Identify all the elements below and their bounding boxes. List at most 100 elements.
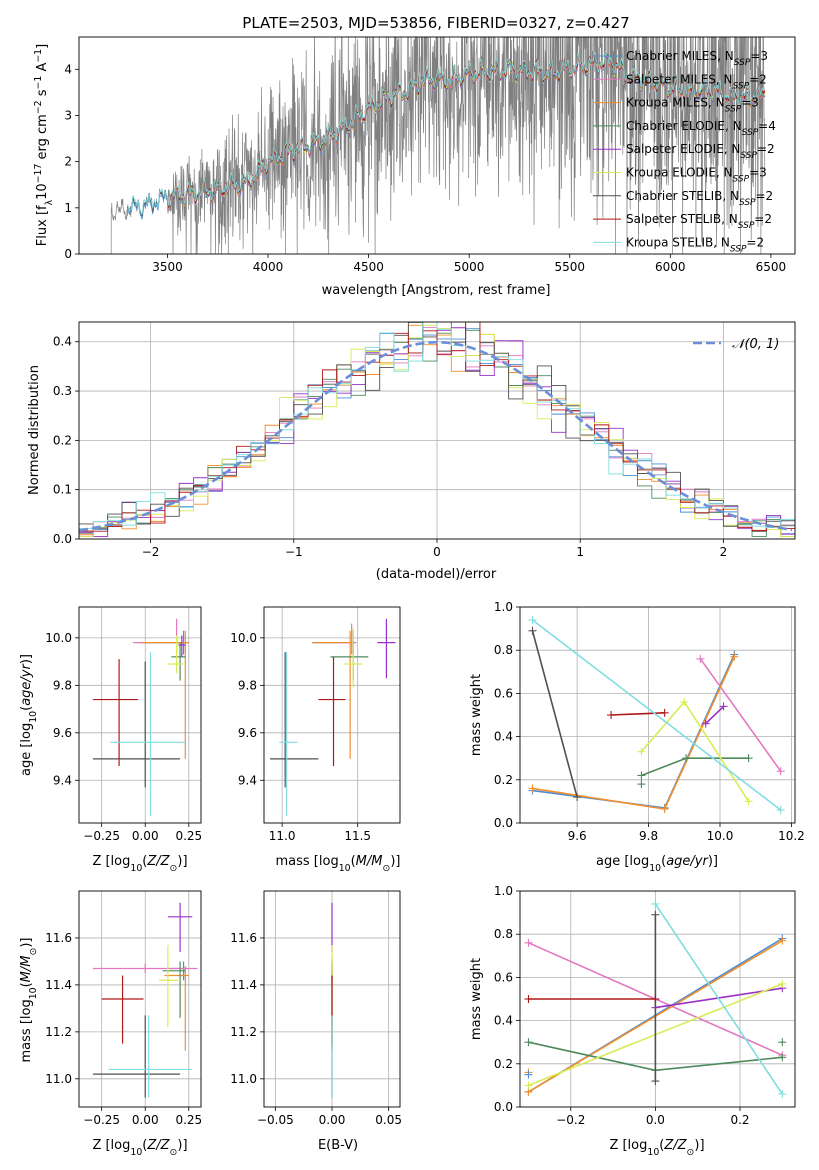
y-tick-label: 0.2 xyxy=(494,1057,513,1071)
y-tick-label: 0.0 xyxy=(494,1100,513,1114)
label-part: age/yr xyxy=(666,854,709,869)
y-tick-label: 9.8 xyxy=(238,678,257,692)
x-tick-label: 4000 xyxy=(253,260,284,274)
y-tick-label: 1.0 xyxy=(494,884,513,898)
y-tick-label: 0 xyxy=(64,247,72,261)
label-part: )] xyxy=(708,854,718,869)
spectrum-data-line xyxy=(110,37,766,254)
label-part: 10 xyxy=(130,1147,142,1158)
x-tick-label: 0.00 xyxy=(319,1113,346,1127)
x-tick-label: −2 xyxy=(142,545,160,559)
y-tick-label: 11.2 xyxy=(230,1025,257,1039)
axes-frame xyxy=(519,890,796,1108)
label-part: Z/Z xyxy=(146,854,170,869)
label-part: 10 xyxy=(28,711,39,723)
legend-label: Chabrier MILES, NSSP=3 xyxy=(626,49,768,68)
y-axis-label: Flux [fλ10−17 erg cm−2 s−1 A−1] xyxy=(33,44,55,246)
x-tick-label: 2 xyxy=(720,545,728,559)
plot-area xyxy=(79,322,795,539)
x-tick-label: −0.2 xyxy=(556,1113,585,1127)
plot-area xyxy=(110,37,766,254)
x-tick-label: −0.25 xyxy=(83,829,120,843)
weight-line-4 xyxy=(705,705,725,725)
x-tick-label: 0 xyxy=(433,545,441,559)
label-part: 10 xyxy=(339,863,351,874)
y-tick-label: 0.4 xyxy=(494,730,513,744)
label-part: )] xyxy=(177,1138,187,1153)
legend-label: Kroupa STELIB, NSSP=2 xyxy=(626,235,764,254)
y-tick-label: 0.4 xyxy=(53,335,72,349)
legend-sub: SSP xyxy=(734,58,751,68)
chart-title: PLATE=2503, MJD=53856, FIBERID=0327, z=0… xyxy=(242,14,629,32)
label-part: −1 xyxy=(33,76,44,90)
y-tick-label: 4 xyxy=(64,62,72,76)
y-tick-label: 11.4 xyxy=(45,978,72,992)
legend-label: Kroupa MILES, NSSP=3 xyxy=(626,96,759,115)
y-tick-label: 11.0 xyxy=(230,1072,257,1086)
y-tick-label: 11.2 xyxy=(45,1025,72,1039)
label-part: M/M xyxy=(356,854,383,869)
x-tick-label: 0.00 xyxy=(132,1113,159,1127)
legend-sub: SSP xyxy=(733,81,750,91)
y-tick-label: 10.0 xyxy=(230,631,257,645)
label-part: )] xyxy=(19,938,34,948)
label-part: )] xyxy=(177,854,187,869)
y-tick-label: 0.4 xyxy=(494,1014,513,1028)
label-part: 10 xyxy=(28,987,39,999)
legend-count: =2 xyxy=(746,235,764,249)
label-part: s xyxy=(35,89,50,100)
label-part: ( xyxy=(351,854,356,869)
Z-weight-chart: −0.2 0.0 0.2 0.0 0.2 0.4 0.6 0.8 1.0 mass weight Z… xyxy=(469,884,796,1158)
label-part: )] xyxy=(19,654,34,664)
mass-age-chart: 11.0 11.5 9.4 9.6 9.8 10.0 mass [log10(M/M⊙)] xyxy=(230,606,400,874)
plot-area xyxy=(264,891,400,1107)
y-tick-label: 1.0 xyxy=(494,600,513,614)
y-tick-label: 3 xyxy=(64,108,72,122)
legend-count: =3 xyxy=(749,166,767,180)
legend-label: Kroupa ELODIE, NSSP=3 xyxy=(626,166,767,185)
label-part: age/yr xyxy=(19,662,34,705)
x-tick-label: 0.25 xyxy=(175,829,202,843)
x-tick-label: 6000 xyxy=(655,260,686,274)
label-part: ⊙ xyxy=(28,948,39,956)
axes-frame xyxy=(78,606,202,824)
label-part: mass [log xyxy=(19,999,34,1062)
label-part: ⊙ xyxy=(382,863,390,874)
y-tick-label: 9.4 xyxy=(238,773,257,787)
x-tick-label: −1 xyxy=(285,545,303,559)
x-axis-label: Z [log10(Z/Z⊙)] xyxy=(92,854,187,874)
legend-sub: SSP xyxy=(740,151,757,161)
x-tick-label: 11.0 xyxy=(269,829,296,843)
label-part: Flux [f xyxy=(35,205,50,246)
plot-area xyxy=(520,607,795,823)
legend-name: Salpeter ELODIE, N xyxy=(626,142,740,156)
y-tick-label: 0.2 xyxy=(53,433,72,447)
y-tick-label: 0.8 xyxy=(494,927,513,941)
axes-frame xyxy=(263,890,401,1108)
y-tick-label: 1 xyxy=(64,201,72,215)
label-part: Z/Z xyxy=(663,1138,687,1153)
x-tick-label: 11.5 xyxy=(344,829,371,843)
x-axis-label: E(B-V) xyxy=(318,1138,358,1153)
x-tick-label: 9.8 xyxy=(639,829,658,843)
x-tick-label: 10.0 xyxy=(707,829,734,843)
x-tick-label: 9.6 xyxy=(568,829,587,843)
weight-line-7 xyxy=(611,712,665,716)
label-part: 10 xyxy=(35,183,50,200)
y-tick-label: 0.6 xyxy=(494,970,513,984)
x-axis-label: wavelength [Angstrom, rest frame] xyxy=(322,283,551,298)
x-tick-label: 3500 xyxy=(152,260,183,274)
label-part: ( xyxy=(659,1138,664,1153)
label-part: A xyxy=(35,63,50,76)
x-tick-label: −0.25 xyxy=(83,1113,120,1127)
plot-area xyxy=(79,607,201,823)
x-tick-label: 0.00 xyxy=(132,829,159,843)
legend-name: Kroupa MILES, N xyxy=(626,96,725,110)
label-part: ⊙ xyxy=(170,1147,178,1158)
legend-name: Salpeter STELIB, N xyxy=(626,212,738,226)
legend-count: =2 xyxy=(757,142,775,156)
x-tick-label: 0.25 xyxy=(175,1113,202,1127)
plot-area xyxy=(520,891,795,1107)
weight-line-8 xyxy=(654,903,783,1095)
